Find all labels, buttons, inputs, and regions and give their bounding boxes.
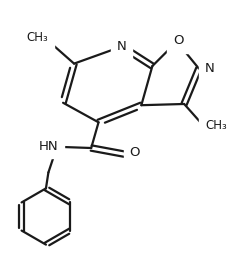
Text: N: N	[205, 62, 215, 75]
Text: O: O	[129, 146, 140, 159]
Text: CH₃: CH₃	[27, 31, 48, 44]
Text: O: O	[173, 34, 183, 47]
Text: HN: HN	[39, 140, 58, 153]
Text: N: N	[117, 40, 127, 53]
Text: CH₃: CH₃	[205, 119, 227, 133]
